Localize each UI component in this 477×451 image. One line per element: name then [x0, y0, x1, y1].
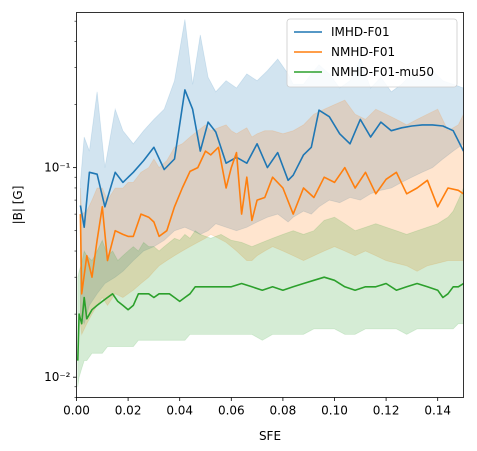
line-imhd-f01: [79, 89, 464, 228]
y-axis-label: |B| [G]: [11, 186, 25, 225]
x-tick-label: 0.14: [424, 404, 451, 418]
legend-label: NMHD-F01-mu50: [331, 65, 434, 79]
legend-label: IMHD-F01: [331, 25, 390, 39]
legend-box: [286, 18, 458, 88]
x-tick-label: 0.10: [321, 404, 348, 418]
x-tick-label: 0.06: [218, 404, 245, 418]
band-nmhd-f01: [80, 99, 464, 336]
legend: IMHD-F01 NMHD-F01 NMHD-F01-mu50: [286, 18, 458, 88]
y-tick-label: 10⁻¹: [44, 161, 71, 175]
band-imhd-f01: [80, 19, 464, 325]
legend-label: NMHD-F01: [331, 45, 395, 59]
x-tick-label: 0.12: [373, 404, 400, 418]
line-nmhd-f01: [79, 146, 464, 295]
y-tick-label: 10⁻²: [44, 370, 71, 384]
x-axis-label: SFE: [259, 429, 281, 443]
x-tick-label: 0.04: [166, 404, 193, 418]
series-lines: [77, 89, 464, 361]
plot-frame: [76, 12, 464, 398]
axis-ticks: 0.00 0.02 0.04 0.06 0.08 0.10 0.12 0.14 10⁻² 10⁻¹: [44, 20, 451, 418]
x-tick-label: 0.02: [115, 404, 142, 418]
x-tick-label: 0.00: [63, 404, 90, 418]
x-tick-label: 0.08: [270, 404, 297, 418]
line-nmhd-f01-mu50: [77, 276, 464, 361]
